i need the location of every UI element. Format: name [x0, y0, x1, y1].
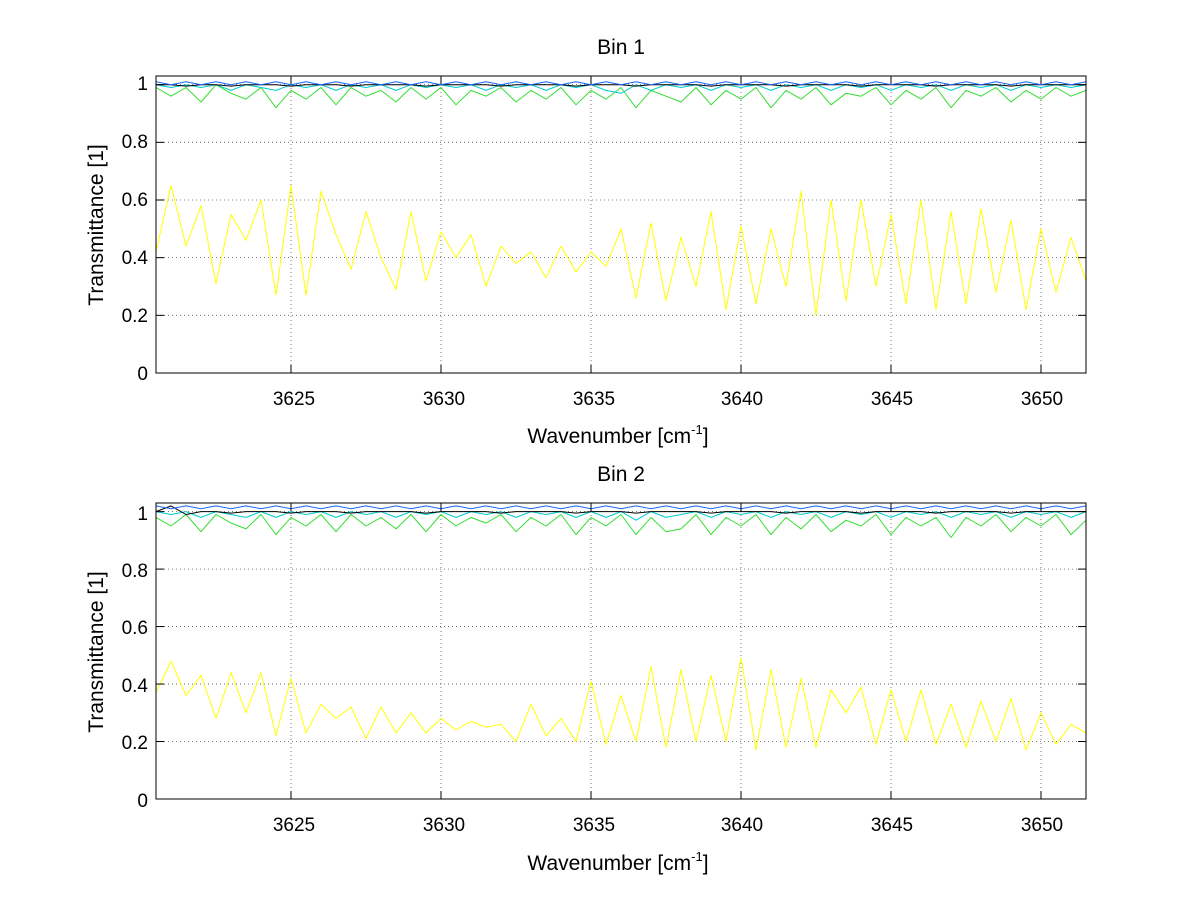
series-line-green	[155, 84, 1087, 109]
series-line-blue	[155, 505, 1087, 510]
series-line-yellow	[155, 657, 1087, 751]
x-tick-label: 3650	[1021, 815, 1063, 836]
x-tick-label: 3645	[871, 815, 913, 836]
x-tick-label: 3640	[721, 389, 763, 410]
x-tick-label: 3625	[273, 815, 315, 836]
x-tick-label: 3625	[273, 389, 315, 410]
series-line-yellow	[155, 185, 1087, 316]
chart-title: Bin 1	[597, 36, 645, 59]
y-tick-label: 1	[137, 504, 148, 525]
x-tick-label: 3635	[573, 815, 615, 836]
ticks	[156, 76, 1086, 374]
plot-area	[156, 503, 1086, 799]
y-tick-label: 1	[137, 74, 148, 95]
x-axis-label-superscript: -1	[691, 422, 703, 437]
x-axis-label-superscript: -1	[691, 849, 703, 864]
x-axis-label: Wavenumber [cm-1]	[527, 849, 708, 875]
ticks	[156, 503, 1086, 800]
y-tick-label: 0.2	[122, 306, 148, 327]
chart-title: Bin 2	[597, 463, 645, 486]
x-tick-label: 3635	[573, 389, 615, 410]
y-tick-label: 0.2	[122, 733, 148, 754]
y-tick-label: 0.6	[122, 618, 148, 639]
series-line-black	[155, 505, 1086, 515]
y-axis-label: Transmittance [1]	[85, 571, 108, 732]
y-tick-label: 0.8	[122, 561, 148, 582]
x-tick-label: 3630	[423, 815, 465, 836]
series-line-green	[155, 514, 1087, 538]
x-tick-label: 3650	[1021, 389, 1063, 410]
x-axis-label-main: Wavenumber [cm	[527, 852, 691, 875]
axes-box	[155, 75, 1087, 374]
x-tick-label: 3645	[871, 389, 913, 410]
x-tick-label: 3630	[423, 389, 465, 410]
x-tick-labels: 3625 3630 3635 3640 3645 3650	[273, 389, 1063, 410]
y-tick-label: 0.4	[122, 248, 149, 269]
y-tick-labels: 0 0.2 0.4 0.6 0.8 1	[122, 74, 149, 385]
panel-bin-2: Bin 2 3625 3630 3635 3640 3645 3650 0 0.…	[85, 463, 1087, 875]
plot-area	[156, 76, 1086, 373]
y-tick-labels: 0 0.2 0.4 0.6 0.8 1	[122, 504, 149, 812]
x-axis-label-tail: ]	[703, 425, 709, 448]
y-tick-label: 0.6	[122, 190, 148, 211]
x-tick-label: 3640	[721, 815, 763, 836]
x-axis-label: Wavenumber [cm-1]	[527, 422, 708, 448]
y-axis-label: Transmittance [1]	[85, 144, 108, 305]
y-tick-label: 0	[137, 364, 148, 385]
series-line-blue	[155, 81, 1087, 86]
x-axis-label-tail: ]	[703, 852, 709, 875]
y-tick-label: 0	[137, 791, 148, 812]
y-tick-label: 0.8	[122, 132, 148, 153]
axes-box	[155, 502, 1087, 800]
panel-bin-1: Bin 1 3625 3630 3635 3640 3645 3650 0 0.…	[85, 36, 1087, 448]
x-axis-label-main: Wavenumber [cm	[527, 425, 691, 448]
y-tick-label: 0.4	[122, 676, 149, 697]
x-tick-labels: 3625 3630 3635 3640 3645 3650	[273, 815, 1063, 836]
